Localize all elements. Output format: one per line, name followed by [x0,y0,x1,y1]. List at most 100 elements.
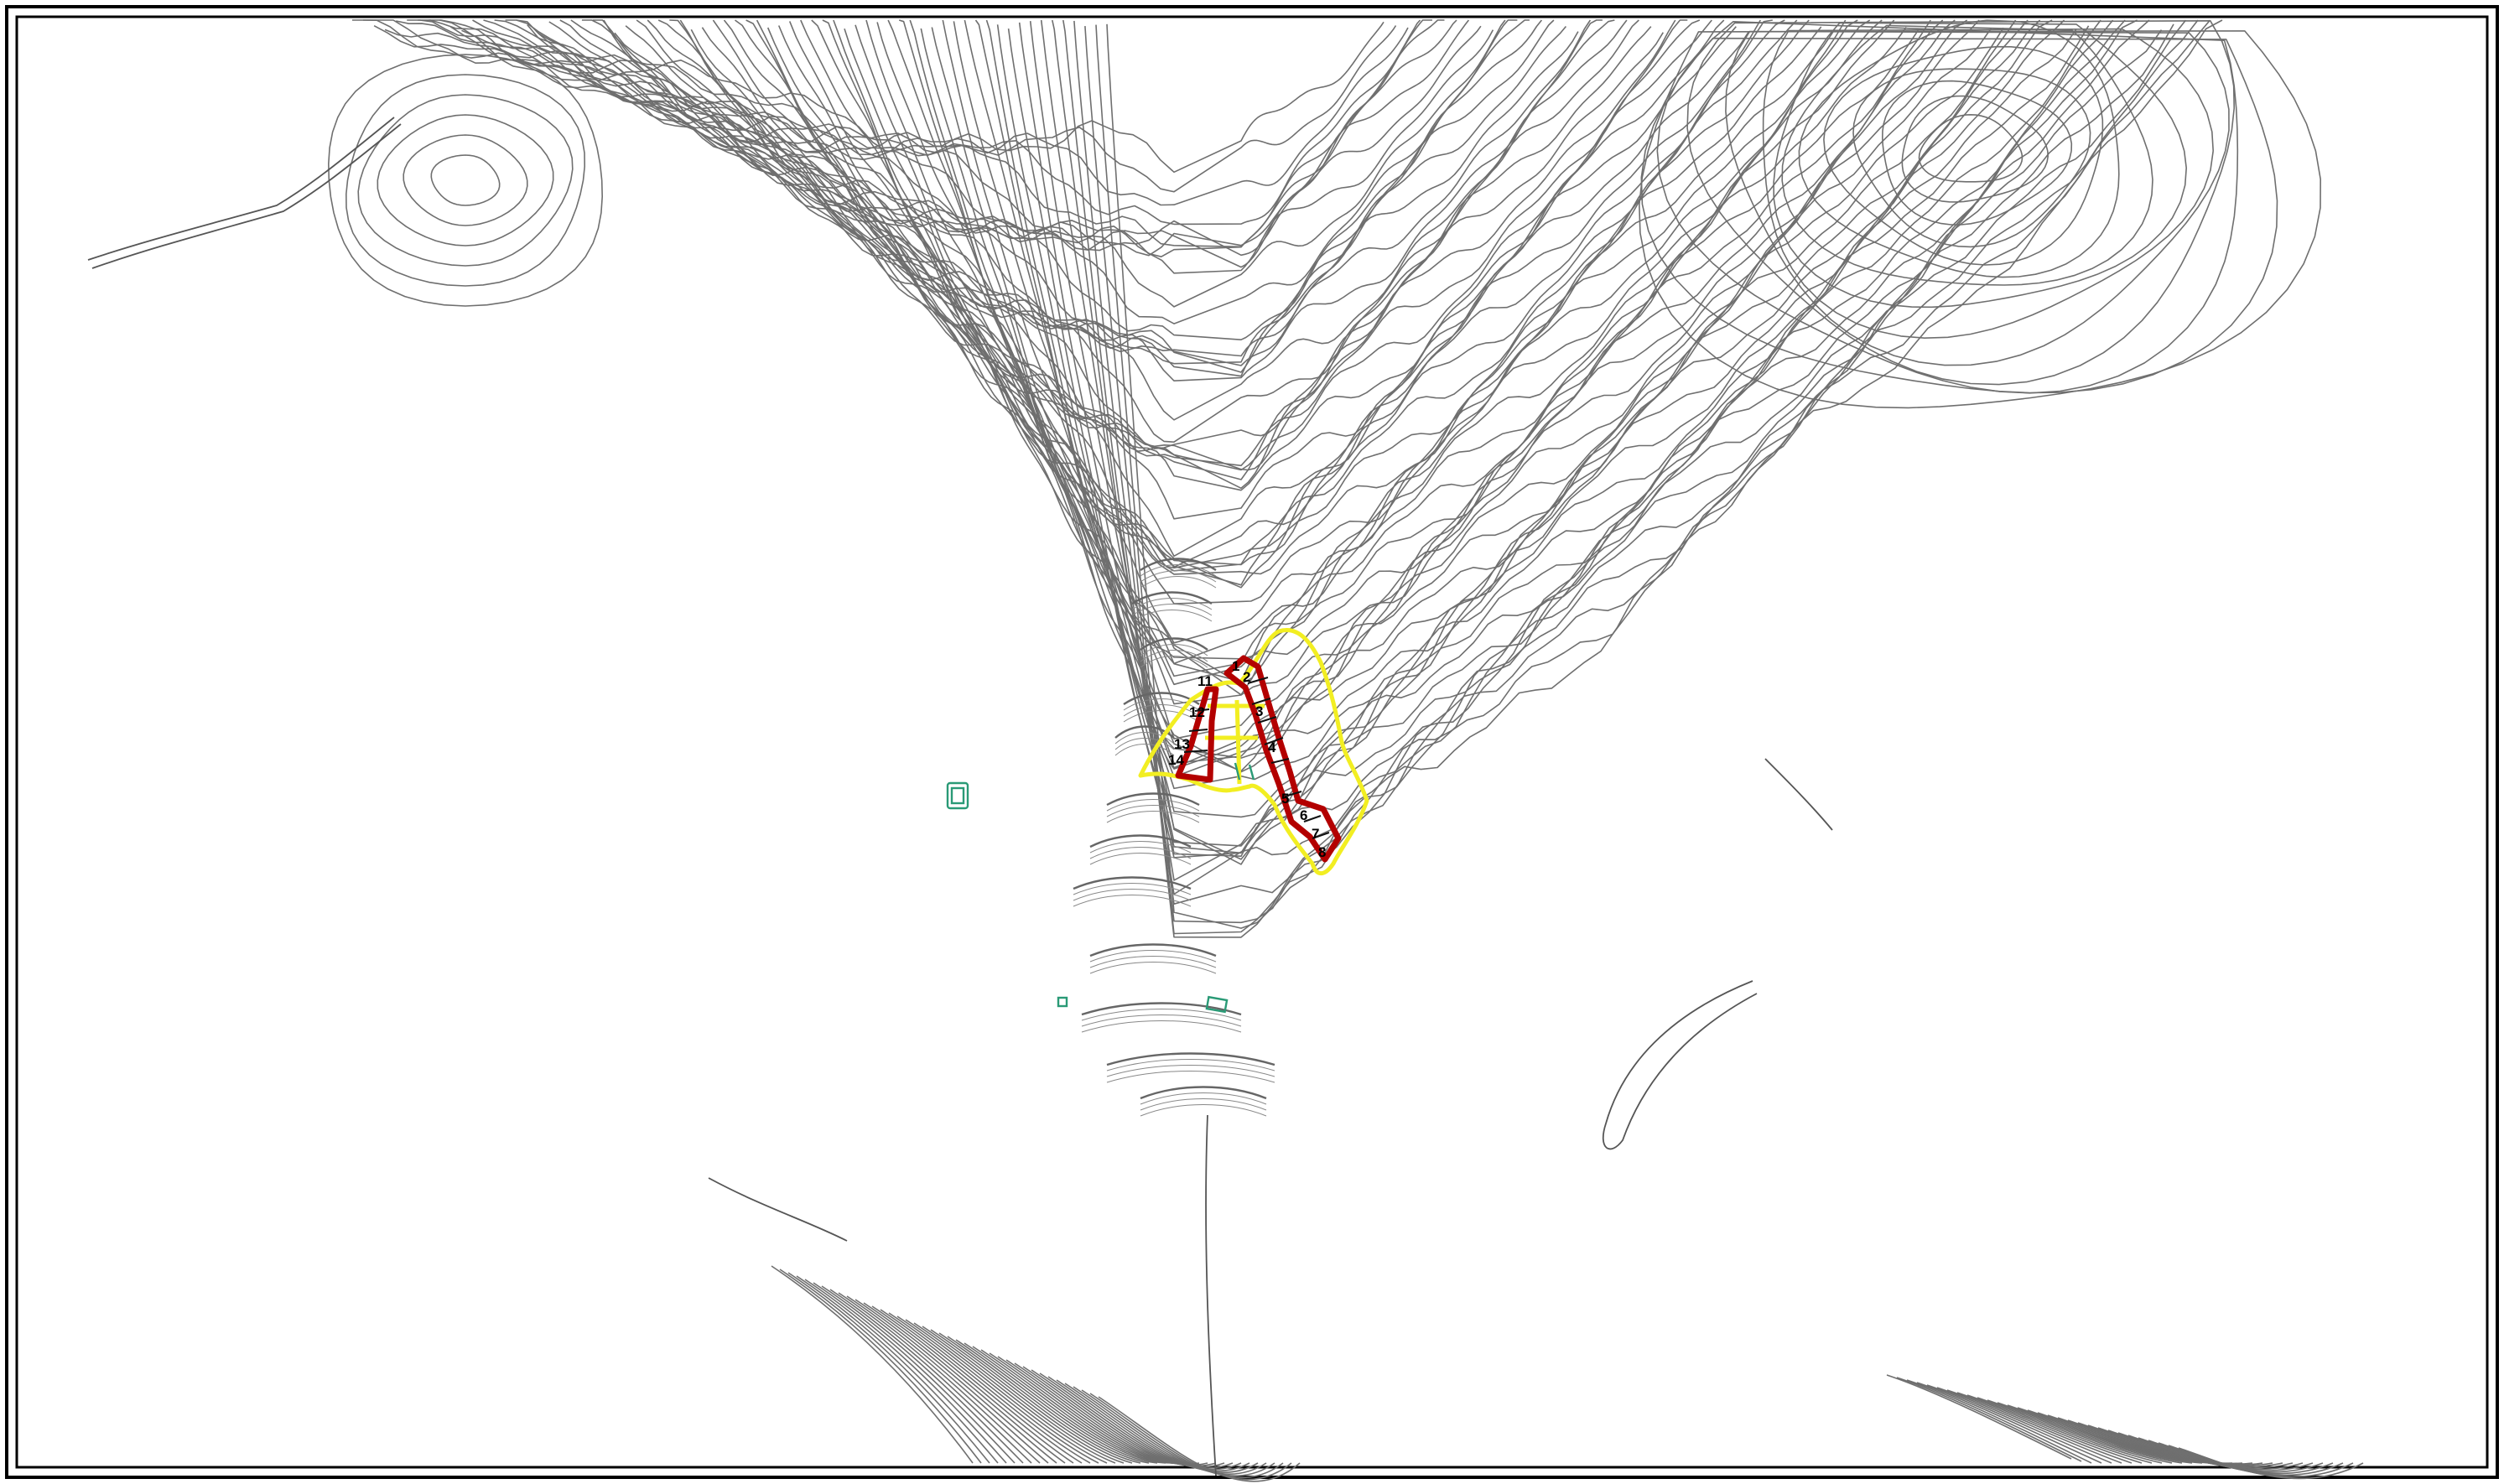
land-parcels [1175,655,1342,863]
contour-line [1781,24,2153,286]
terrace-line [1081,1014,1242,1027]
contour-line [930,1329,1133,1464]
terrace-line [1140,644,1208,656]
contour-line [377,114,554,246]
contour-line [352,19,1384,174]
contour-line [1029,19,2138,857]
contour-line [690,19,1761,566]
contour-line [1966,1394,2153,1464]
contour-line [2017,1407,2203,1464]
road-south-stream [1205,1114,1217,1476]
terrace-line [1073,889,1192,901]
contour-line [844,19,1931,686]
terrace-line [1140,564,1217,577]
building-west-pond-inner [950,786,965,805]
contour-line [1073,19,2187,924]
plot-label-8: 8 [1318,844,1326,860]
contour-line [1997,1402,2183,1464]
contour-line [811,19,1895,696]
road-northwest [87,117,395,261]
contour-line [771,1265,974,1464]
contour-line [429,19,1470,257]
contour-line [777,19,1858,665]
contour-line [1936,1387,2122,1464]
contour-line [1639,30,2321,409]
contour-line [494,19,1543,373]
contour-line [855,1299,1057,1464]
contour-line [1089,1393,1292,1481]
contour-line [384,19,1421,226]
road-northwest-edge [91,123,402,269]
contour-line [1725,30,2230,366]
contour-line [1977,1397,2163,1464]
terrace-line [1140,558,1217,571]
contour-line [449,26,1494,274]
contour-line [942,19,2041,778]
terrace-line [1089,841,1192,854]
parcel-west-red [1175,686,1219,783]
terrace-line [1106,1071,1275,1083]
terrace-line [1123,698,1200,711]
road-southeast [1602,980,1758,1150]
terrace-line [1089,956,1217,968]
contour-line [373,24,1409,206]
contour-line [1926,1384,2112,1464]
terrace-line [1140,650,1208,662]
terrace-line [1140,637,1208,651]
terrace-line [1081,1020,1242,1033]
contour-line [328,54,603,307]
contour-line [1882,80,2073,226]
contour-line [1762,28,2214,339]
contour-line [1064,1383,1267,1475]
contour-line [1886,1374,2072,1460]
contour-line [920,19,2017,772]
contour-line [829,1289,1032,1464]
contour-line [1956,1392,2143,1464]
plot-label-3: 3 [1255,703,1263,719]
building-south-center [1205,995,1229,1014]
terrace-line [1114,725,1175,739]
terrace-line [1131,591,1213,605]
contour-line [813,1282,1016,1464]
contour-line [1896,1377,2082,1462]
contour-line [1081,1389,1284,1479]
contour-line [1007,19,2114,860]
terrace-line [1114,744,1175,756]
parcel-subdivision-lines [1183,677,1330,839]
contour-line [625,19,1688,467]
plot-label-14: 14 [1168,752,1184,768]
contour-line [1062,19,2174,905]
contour-line [880,1309,1083,1464]
plot-label-7: 7 [1312,826,1319,842]
contour-line [846,1295,1049,1464]
contour-line [1901,95,2049,203]
contour-line [821,1285,1024,1464]
building-south-west [1057,996,1068,1008]
terrace-line [1140,576,1217,589]
contour-line [964,1342,1166,1464]
contour-line [938,1332,1141,1464]
contour-line [2178,1447,2364,1480]
terrace-line [1131,598,1213,610]
contour-line [796,1275,999,1464]
contour-line [931,19,2029,765]
contour-line [955,1339,1158,1464]
contour-line [787,1272,990,1464]
access-roads [87,117,1833,1476]
terrace-line [1106,1065,1275,1077]
contour-line [1640,37,2278,394]
contour-line [1047,1376,1250,1472]
terrace-line [1140,570,1217,583]
contour-line [1040,19,2150,881]
contour-line [647,19,1712,491]
contour-line [756,19,1834,604]
road-east-spur [1764,758,1833,831]
contour-line [972,1346,1175,1464]
parcel-east-red [1223,655,1342,863]
road-southwest [708,1177,848,1242]
plot-label-5: 5 [1281,791,1289,807]
terrace-line [1131,604,1213,616]
terrace-line [1073,883,1192,895]
contour-line [1106,19,2223,929]
